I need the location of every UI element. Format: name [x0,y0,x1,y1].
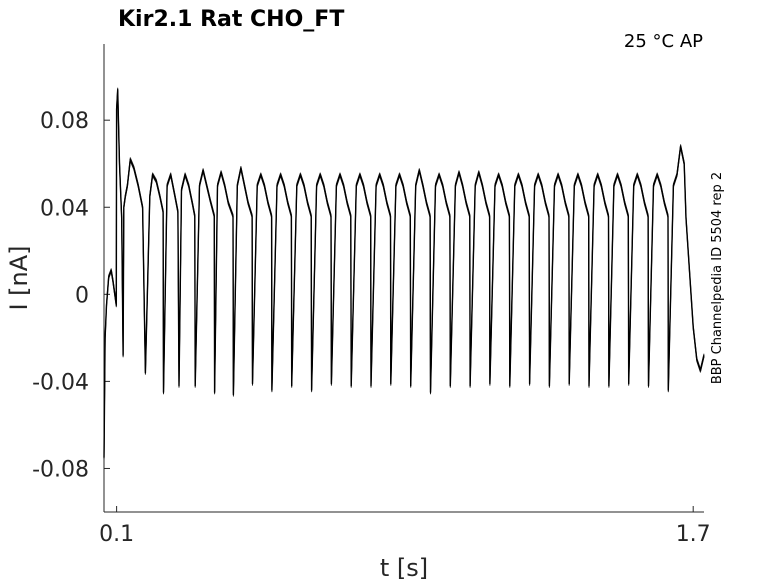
y-tick-label: -0.08 [32,457,89,482]
chart-title: Kir2.1 Rat CHO_FT [118,7,344,32]
y-tick-label: 0 [75,283,89,308]
side-label: BBP Channelpedia ID 5504 rep 2 [710,172,725,384]
axes: -0.08 -0.04 0 0.04 0.08 0.1 1.7 [32,44,711,547]
y-tick-label: 0.04 [40,196,89,221]
current-trace-line [103,89,705,458]
x-axis-label: t [s] [380,554,428,582]
condition-label: 25 °C AP [624,31,703,52]
y-axis-label: I [nA] [5,245,33,310]
y-tick-label: -0.04 [32,370,89,395]
x-tick-label: 0.1 [99,522,134,547]
current-trace-overlay-line [103,87,705,457]
plot-area [103,87,705,460]
y-tick-label: 0.08 [40,109,89,134]
x-tick-label: 1.7 [676,522,711,547]
current-trace-overlay-line [103,90,705,460]
